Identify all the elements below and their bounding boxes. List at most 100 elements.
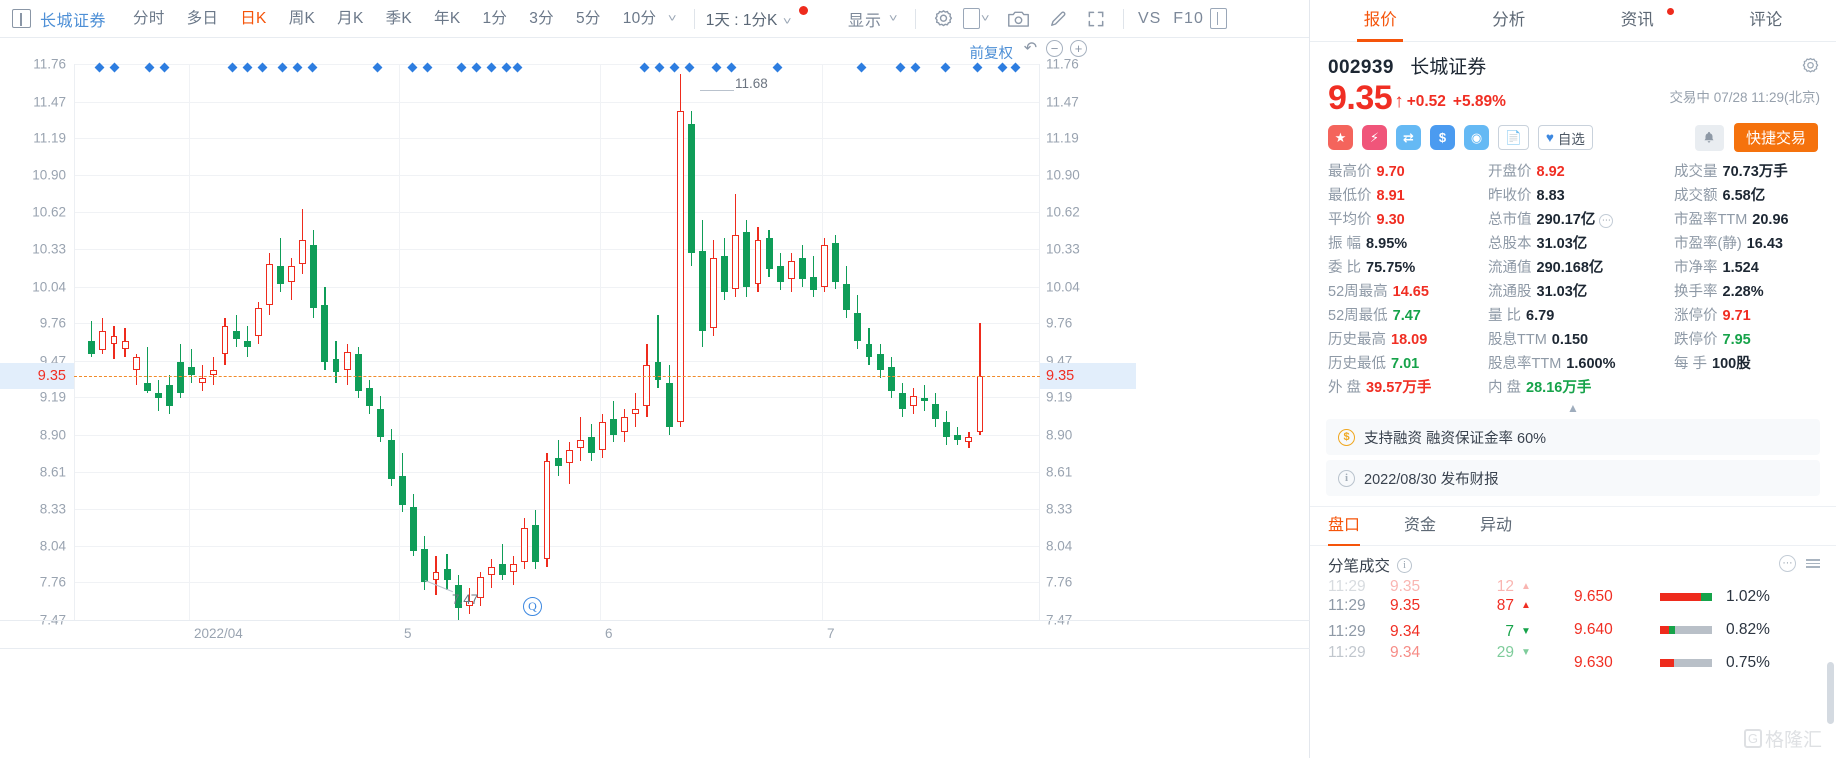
tb-item-fenshi[interactable]: 分时	[133, 9, 165, 27]
pencil-icon[interactable]	[1048, 9, 1068, 29]
toolbar-divider	[914, 8, 916, 29]
notification-dot	[799, 5, 809, 15]
btab-pankou[interactable]: 盘口	[1328, 506, 1361, 546]
tag-icon[interactable]: ◉	[1464, 125, 1489, 150]
candle-body	[887, 367, 895, 391]
dollar-icon[interactable]: $	[1430, 125, 1455, 150]
tick-time: 11:29	[1328, 645, 1366, 661]
stat-value: 9.71	[1722, 308, 1751, 324]
layout-icon[interactable]	[12, 9, 31, 28]
y-axis-tick: 8.61	[39, 464, 66, 480]
candle-body	[210, 369, 218, 376]
adjust-mode-label[interactable]: 前复权	[969, 46, 1014, 62]
margin-trading-icon[interactable]: ⚡	[1362, 125, 1387, 150]
tab-quote[interactable]: 报价	[1316, 0, 1445, 42]
add-watchlist-button[interactable]: ♥ 自选	[1537, 125, 1593, 150]
y-axis-tick: 7.76	[1046, 574, 1073, 590]
orderbook-row[interactable]: 9.650 1.02%	[1574, 580, 1818, 613]
candle-body	[154, 393, 162, 399]
orderbook-pct: 1.02%	[1726, 588, 1770, 605]
candle-body	[954, 434, 962, 440]
stat-value: 290.168亿	[1536, 260, 1604, 276]
candle-body	[543, 460, 551, 560]
undo-icon[interactable]: ↶	[1023, 39, 1038, 57]
candle-body	[232, 330, 240, 339]
stat-value: 9.70	[1376, 164, 1405, 180]
chevron-down-icon[interactable]: ˅	[668, 12, 677, 25]
tb-item-yuek[interactable]: 月K	[337, 9, 364, 27]
tb-item-10min[interactable]: 10分	[622, 9, 657, 27]
note-icon[interactable]: 📄	[1498, 125, 1529, 150]
tick-row[interactable]: 11:29 9.35 12 ▲	[1328, 580, 1560, 593]
period-combo[interactable]: 1天 : 1分K ˅	[703, 5, 809, 30]
x-axis-line	[0, 620, 1310, 621]
candle-body	[465, 600, 473, 606]
stat-label: 量 比	[1488, 308, 1522, 324]
collapse-stats-button[interactable]: ▲	[1567, 401, 1579, 415]
gear-icon[interactable]	[1801, 56, 1820, 80]
chevron-down-icon[interactable]: ˅	[980, 12, 990, 25]
stat-8: 市盈率TTM 20.96	[1674, 209, 1818, 232]
shuffle-icon[interactable]: ⇄	[1396, 125, 1421, 150]
tick-row[interactable]: 11:29 9.34 7 ▼	[1328, 619, 1560, 645]
orderbook-row[interactable]: 9.630 0.75%	[1574, 646, 1818, 679]
orderbook-list[interactable]: 9.650 1.02% 9.640 0.82% 9.630 0.75%	[1560, 580, 1818, 679]
grid-line-h	[75, 323, 1039, 325]
more-options-icon[interactable]: ⋯	[1599, 214, 1614, 228]
stat-label: 涨停价	[1674, 308, 1718, 324]
tick-row[interactable]: 11:29 9.35 87 ▲	[1328, 593, 1560, 619]
kline-plot[interactable]	[74, 64, 1040, 621]
tab-news[interactable]: 资讯	[1573, 0, 1702, 42]
display-menu[interactable]: 显示	[848, 12, 883, 30]
stat-value: 0.150	[1551, 332, 1589, 348]
tab-analysis[interactable]: 分析	[1445, 0, 1574, 42]
grid-line-h	[75, 137, 1039, 139]
bell-icon[interactable]	[1694, 124, 1724, 151]
chevron-down-icon[interactable]: ˅	[888, 12, 898, 25]
china-flag-icon[interactable]: ★	[1328, 125, 1353, 150]
candle-body	[599, 421, 606, 451]
stat-value: 39.57万手	[1366, 380, 1432, 396]
tb-item-niank[interactable]: 年K	[434, 9, 461, 27]
list-view-icon[interactable]	[1806, 559, 1820, 568]
btab-zijin[interactable]: 资金	[1404, 517, 1437, 534]
stat-23: 跌停价 7.95	[1674, 329, 1818, 352]
stat-value: 28.16万手	[1526, 380, 1592, 396]
tab-comments[interactable]: 评论	[1702, 0, 1831, 42]
zoom-out-button[interactable]: −	[1046, 40, 1063, 57]
tb-item-duori[interactable]: 多日	[186, 9, 219, 27]
tick-row[interactable]: 11:29 9.34 29 ▼	[1328, 645, 1560, 661]
tb-item-jik[interactable]: 季K	[385, 9, 413, 27]
ticks-scrollbar[interactable]	[1827, 662, 1834, 724]
vs-button[interactable]: VS	[1137, 9, 1162, 27]
tb-item-1min[interactable]: 1分	[482, 9, 508, 27]
y-axis-tick: 10.62	[1046, 204, 1080, 220]
gear-icon[interactable]	[933, 8, 954, 29]
tb-item-rik[interactable]: 日K	[240, 9, 267, 27]
tb-item-5min[interactable]: 5分	[575, 9, 601, 27]
grid-line-h	[75, 472, 1039, 474]
camera-icon[interactable]	[1007, 9, 1030, 29]
candle-body	[243, 341, 251, 347]
quick-trade-button[interactable]: 快捷交易	[1733, 123, 1818, 152]
candle-body	[254, 307, 262, 337]
stat-label: 市净率	[1674, 260, 1718, 276]
btab-yidong[interactable]: 异动	[1480, 517, 1513, 534]
chevron-down-icon[interactable]: ˅	[782, 15, 792, 28]
more-options-icon[interactable]: ⋯	[1779, 555, 1796, 572]
tb-item-zhouk[interactable]: 周K	[288, 9, 316, 27]
toolbar-stock-name[interactable]: 长城证券	[40, 12, 107, 30]
chart-pane: 长城证券 分时 多日 日K 周K 月K 季K 年K 1分 3分 5分 10分 ˅…	[0, 0, 1310, 758]
tick-time: 11:29	[1328, 580, 1366, 593]
orderbook-row[interactable]: 9.640 0.82%	[1574, 613, 1818, 646]
tick-list[interactable]: 11:29 9.35 12 ▲ 11:29 9.35 87 ▲ 11:29 9.34 7 ▼ 11:29…	[1328, 580, 1560, 679]
fullscreen-icon[interactable]	[1086, 9, 1106, 29]
f10-button[interactable]: F10	[1173, 9, 1204, 27]
question-marker-icon[interactable]: Q	[523, 597, 542, 616]
info-icon[interactable]: i	[1397, 557, 1413, 573]
zoom-in-button[interactable]: +	[1070, 40, 1087, 57]
chart-style-icon[interactable]	[962, 8, 980, 29]
panel-toggle-icon[interactable]	[1209, 8, 1227, 29]
y-axis-tick: 10.90	[32, 167, 66, 183]
tb-item-3min[interactable]: 3分	[529, 9, 554, 27]
